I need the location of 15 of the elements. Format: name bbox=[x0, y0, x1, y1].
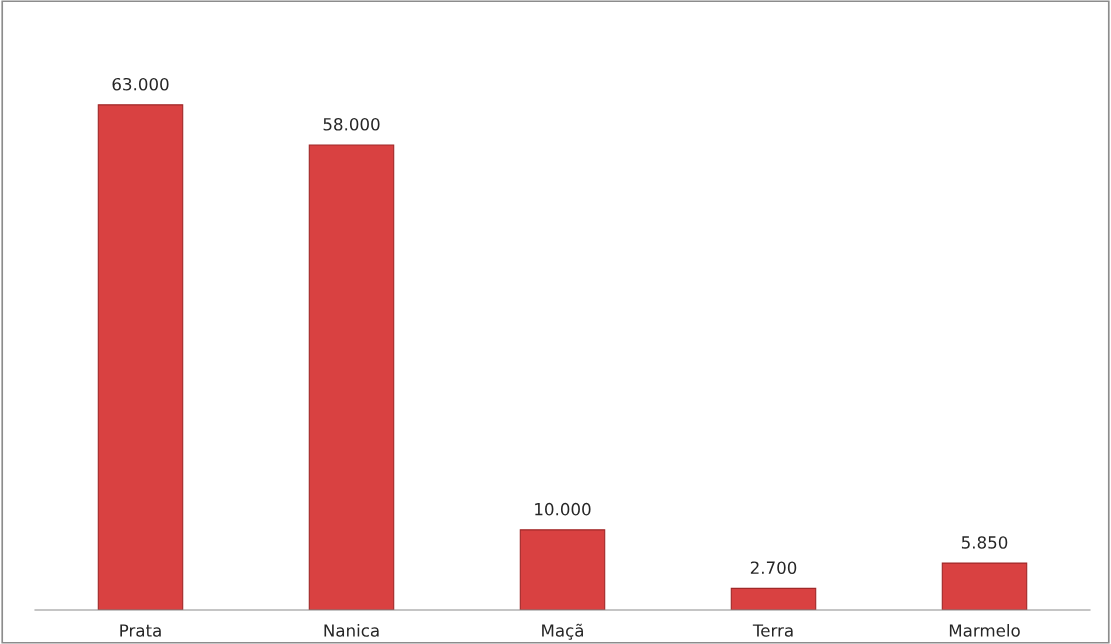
data-label: 10.000 bbox=[535, 502, 591, 516]
bar bbox=[97, 104, 184, 610]
x-tick-label: Maçã bbox=[542, 623, 583, 640]
bar bbox=[519, 529, 606, 610]
x-tick-label: Terra bbox=[752, 624, 793, 637]
x-tick-label: Prata bbox=[120, 624, 161, 637]
data-label: 58.000 bbox=[323, 118, 380, 131]
data-label: 2.700 bbox=[750, 561, 797, 575]
bar bbox=[941, 562, 1028, 610]
x-tick-label: Nanica bbox=[324, 623, 379, 637]
data-label: 63.000 bbox=[112, 77, 169, 91]
data-label: 5.850 bbox=[961, 536, 1008, 549]
bar bbox=[308, 144, 395, 610]
x-tick-label: Marmelo bbox=[949, 623, 1020, 637]
bar bbox=[730, 587, 817, 610]
